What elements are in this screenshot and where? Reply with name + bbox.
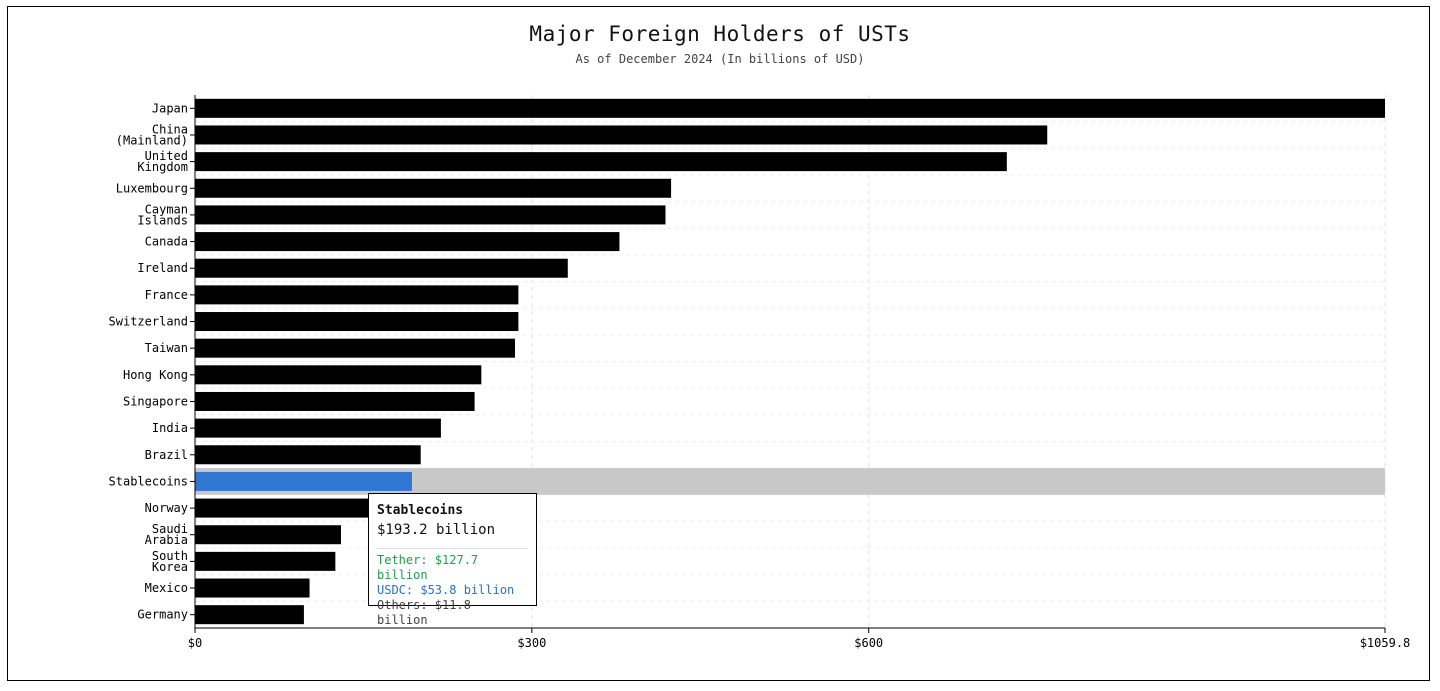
chart-subtitle: As of December 2024 (In billions of USD) xyxy=(575,52,865,66)
category-label: Cayman Islands xyxy=(137,202,188,227)
bar xyxy=(195,312,519,332)
category-label-line: Brazil xyxy=(145,448,188,462)
category-label: Stablecoins xyxy=(109,474,188,488)
chart-title: Major Foreign Holders of USTs xyxy=(529,22,911,46)
category-label: South Korea xyxy=(152,549,188,574)
category-label: Japan xyxy=(152,101,188,115)
category-label: Germany xyxy=(137,608,188,622)
category-label-line: Switzerland xyxy=(109,315,188,329)
x-tick-label: $300 xyxy=(517,636,546,650)
category-label: Switzerland xyxy=(109,315,188,329)
category-label: France xyxy=(145,288,188,302)
category-label-line: United xyxy=(145,149,188,163)
bar xyxy=(195,125,1048,145)
bar xyxy=(195,232,620,252)
category-label: Mexico xyxy=(145,581,188,595)
category-label-line: France xyxy=(145,288,188,302)
x-tick-labels: $0 $300 $600 $1059.8 xyxy=(188,636,1411,650)
category-label-line: Hong Kong xyxy=(123,368,188,382)
bar xyxy=(195,365,482,385)
tooltip-line-usdc: USDC: $53.8 billion xyxy=(377,583,515,597)
category-label-line: Germany xyxy=(137,608,188,622)
category-label-line: South xyxy=(152,549,188,563)
category-label-line: Singapore xyxy=(123,394,188,408)
category-label-line: India xyxy=(152,421,188,435)
category-label-line: Ireland xyxy=(137,261,188,275)
category-label: Brazil xyxy=(145,448,188,462)
category-label: Singapore xyxy=(123,394,188,408)
category-label-line: Saudi xyxy=(152,522,188,536)
category-label-line: Kingdom xyxy=(137,160,188,174)
category-label-line: Japan xyxy=(152,101,188,115)
category-label-line: Arabia xyxy=(145,533,188,547)
bar xyxy=(195,525,341,545)
category-label: Ireland xyxy=(137,261,188,275)
category-label-line: China xyxy=(152,122,188,136)
x-tick-label: $1059.8 xyxy=(1360,636,1411,650)
category-label-line: Norway xyxy=(145,501,188,515)
bar xyxy=(195,498,409,518)
tooltip-line-tether: Tether: $127.7 billion xyxy=(377,553,479,582)
bar xyxy=(195,338,516,358)
category-label-line: Luxembourg xyxy=(116,181,188,195)
category-label: India xyxy=(152,421,188,435)
category-label: Luxembourg xyxy=(116,181,188,195)
bar xyxy=(195,445,421,465)
bar xyxy=(195,578,310,598)
bar xyxy=(195,152,1007,172)
bar xyxy=(195,258,568,278)
category-label: China (Mainland) xyxy=(116,122,188,147)
category-label-line: Taiwan xyxy=(145,341,188,355)
category-label-line: Canada xyxy=(145,235,188,249)
bar xyxy=(195,471,412,491)
x-tick-label: $600 xyxy=(854,636,883,650)
tooltip-total: $193.2 billion xyxy=(377,522,496,538)
category-label-line: (Mainland) xyxy=(116,133,188,147)
bars xyxy=(195,98,1385,625)
tooltip-title: Stablecoins xyxy=(377,503,464,518)
category-label: Taiwan xyxy=(145,341,188,355)
category-label-line: Korea xyxy=(152,560,188,574)
bar xyxy=(195,178,672,198)
bar xyxy=(195,418,441,438)
tooltip: Stablecoins $193.2 billion Tether: $127.… xyxy=(368,493,537,627)
category-label-line: Islands xyxy=(137,213,188,227)
category-label-line: Cayman xyxy=(145,202,188,216)
x-tick-label: $0 xyxy=(188,636,202,650)
bar xyxy=(195,98,1385,118)
category-label-line: Stablecoins xyxy=(109,474,188,488)
bar xyxy=(195,605,304,625)
category-label: Hong Kong xyxy=(123,368,188,382)
bar xyxy=(195,285,519,305)
tooltip-divider xyxy=(377,548,528,549)
category-label: United Kingdom xyxy=(137,149,188,174)
category-label-line: Mexico xyxy=(145,581,188,595)
category-label: Norway xyxy=(145,501,188,515)
bar xyxy=(195,391,475,411)
bar xyxy=(195,205,666,225)
category-label: Canada xyxy=(145,235,188,249)
axes xyxy=(190,95,1386,633)
tooltip-line-others: Others: $11.8 billion xyxy=(377,598,471,627)
category-label: Saudi Arabia xyxy=(145,522,188,547)
bar xyxy=(195,551,336,571)
